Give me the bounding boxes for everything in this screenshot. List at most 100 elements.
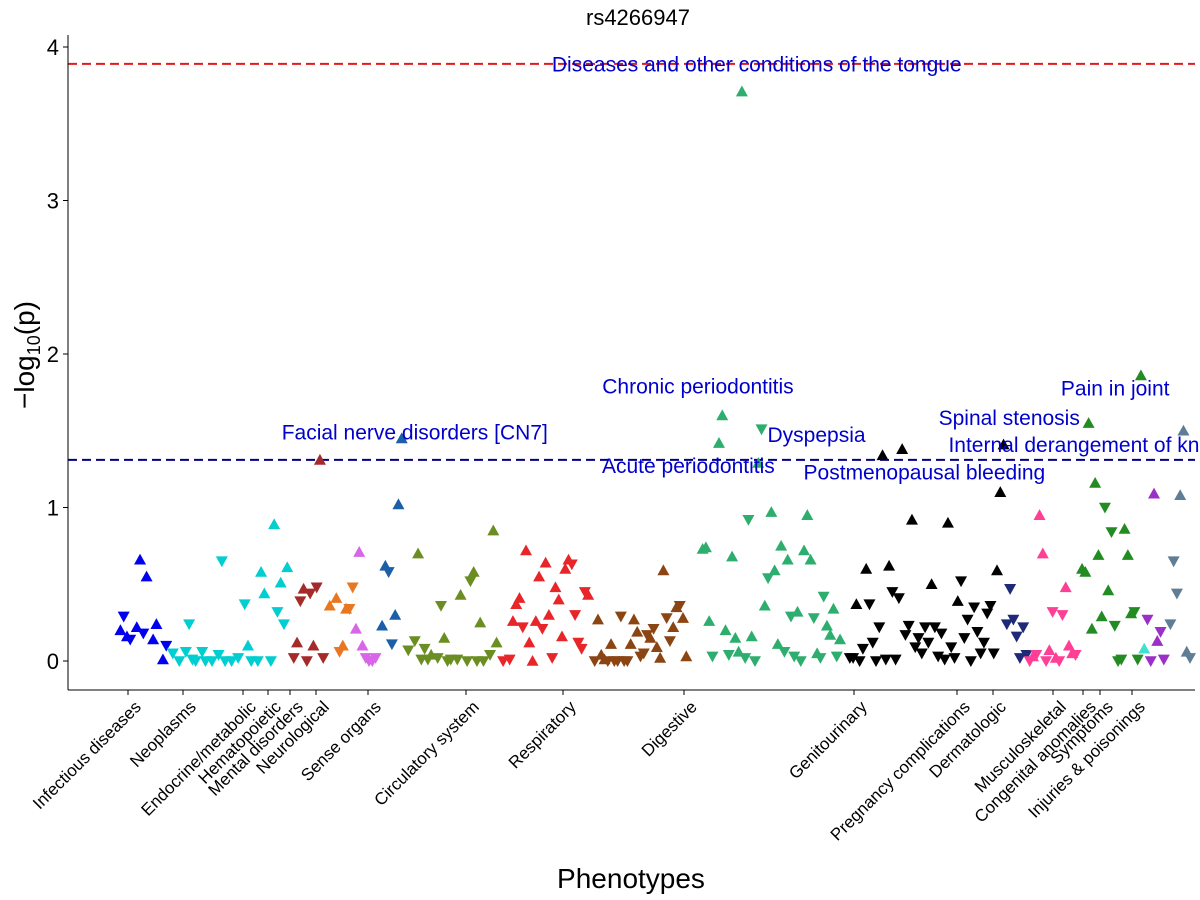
data-point xyxy=(647,623,660,635)
y-tick-label: 2 xyxy=(47,342,59,367)
y-axis-label: −log10(p) xyxy=(9,301,44,409)
data-point xyxy=(680,650,693,662)
data-point xyxy=(830,651,843,663)
data-point xyxy=(287,653,300,664)
data-point xyxy=(523,636,536,648)
data-point xyxy=(1013,653,1026,664)
data-point xyxy=(948,653,961,664)
data-point xyxy=(745,630,758,642)
data-point xyxy=(1167,556,1180,568)
data-point xyxy=(255,565,268,577)
data-point xyxy=(323,599,336,611)
data-point xyxy=(477,656,490,667)
data-point xyxy=(1036,547,1049,559)
data-point xyxy=(438,631,451,643)
data-point xyxy=(1053,656,1066,667)
data-point xyxy=(166,648,179,660)
data-point xyxy=(212,650,225,661)
data-point xyxy=(300,656,313,667)
data-point xyxy=(147,633,160,645)
data-point xyxy=(624,638,637,649)
data-point xyxy=(650,641,663,652)
data-point xyxy=(1000,619,1013,631)
data-point xyxy=(961,614,974,626)
data-point xyxy=(1079,565,1092,577)
data-point xyxy=(575,643,588,655)
data-point xyxy=(1056,610,1069,621)
data-point xyxy=(677,612,690,623)
data-point xyxy=(467,565,480,577)
data-point xyxy=(516,622,529,634)
data-point xyxy=(657,564,670,576)
y-axis-label-main: −log xyxy=(9,355,40,409)
data-point xyxy=(778,646,791,658)
data-point xyxy=(984,600,997,612)
data-point xyxy=(856,643,869,655)
data-point xyxy=(412,547,425,559)
data-point xyxy=(189,656,202,667)
data-point xyxy=(1040,656,1053,667)
data-point xyxy=(748,656,761,667)
data-point xyxy=(938,654,951,666)
data-point xyxy=(847,653,860,664)
data-point xyxy=(264,656,277,667)
data-point xyxy=(863,599,876,611)
y-axis-label-tail: (p) xyxy=(9,301,40,335)
data-point xyxy=(919,622,932,634)
data-point xyxy=(124,634,137,646)
data-point xyxy=(349,622,362,634)
data-point xyxy=(382,567,395,578)
x-tick-label: Genitourinary xyxy=(785,697,871,783)
data-point xyxy=(552,593,565,605)
data-point xyxy=(987,648,1000,660)
data-point xyxy=(1059,581,1072,593)
data-point xyxy=(971,627,984,638)
data-point xyxy=(791,605,804,617)
data-point xyxy=(555,630,568,642)
data-point xyxy=(866,637,879,649)
data-point xyxy=(860,562,873,574)
y-tick-label: 4 xyxy=(47,35,59,60)
data-point xyxy=(225,656,238,667)
data-point xyxy=(559,562,572,574)
data-point xyxy=(546,653,559,664)
annotation-label: Spinal stenosis xyxy=(939,407,1080,430)
data-point xyxy=(510,598,523,610)
data-point xyxy=(781,553,794,565)
data-point xyxy=(454,588,467,600)
data-point xyxy=(879,654,892,666)
data-point xyxy=(869,656,882,667)
data-point xyxy=(935,628,948,640)
data-point xyxy=(768,564,781,576)
data-point xyxy=(137,628,150,640)
data-point xyxy=(1020,650,1033,661)
data-point xyxy=(503,654,516,666)
axes xyxy=(67,35,1195,691)
data-point xyxy=(506,615,519,626)
data-point xyxy=(775,539,788,551)
data-point xyxy=(591,613,604,625)
data-point xyxy=(183,619,196,631)
data-point xyxy=(343,604,356,615)
data-point xyxy=(317,653,330,664)
data-point xyxy=(886,587,899,598)
data-point xyxy=(762,573,775,585)
data-point xyxy=(582,588,595,600)
data-points xyxy=(114,85,1196,667)
data-point xyxy=(117,611,130,623)
data-point xyxy=(771,638,784,649)
data-point xyxy=(251,656,264,667)
data-point xyxy=(706,651,719,663)
data-point xyxy=(1043,644,1056,656)
data-point xyxy=(160,640,173,652)
annotation-label: Diseases and other conditions of the ton… xyxy=(552,54,962,77)
data-point xyxy=(1082,417,1095,428)
data-point xyxy=(451,654,464,666)
annotation-label: Acute periodontitis xyxy=(602,455,775,478)
data-point xyxy=(997,438,1010,450)
data-point xyxy=(536,623,549,635)
data-point xyxy=(801,509,814,520)
data-point xyxy=(1089,476,1102,488)
data-point xyxy=(464,576,477,588)
